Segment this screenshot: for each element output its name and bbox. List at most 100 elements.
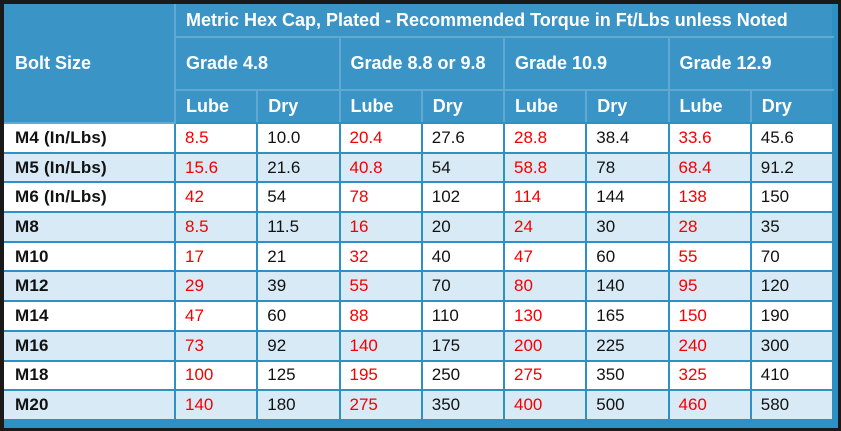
- table-row: M5 (In/Lbs) 15.6 21.6 40.8 54 58.8 78 68.4 91.2: [4, 151, 835, 184]
- table-row: M6 (In/Lbs) 42 54 78 102 114 144 138 150: [4, 181, 835, 214]
- lube-value-cell: 47: [173, 300, 259, 332]
- lube-value-cell: 200: [502, 329, 588, 362]
- table-row: M16 73 92 140 175 200 225 240 300: [4, 329, 835, 362]
- dry-value-cell: 39: [256, 270, 341, 303]
- table-row: M14 47 60 88 110 130 165 150 190: [4, 300, 835, 332]
- lube-value-cell: 275: [338, 389, 423, 421]
- lube-value-cell: 275: [502, 359, 588, 392]
- dry-value-cell: 300: [749, 329, 835, 362]
- table-row: M4 (In/Lbs) 8.5 10.0 20.4 27.6 28.8 38.4 33.6 45…: [4, 122, 835, 154]
- lube-value-cell: 16: [338, 211, 423, 243]
- lube-value-cell: 460: [667, 389, 752, 421]
- dry-value-cell: 70: [420, 270, 506, 303]
- torque-table-body: M4 (In/Lbs) 8.5 10.0 20.4 27.6 28.8 38.4 33.6 45…: [4, 122, 835, 421]
- bolt-size-cell: M20: [4, 389, 176, 421]
- lube-value-cell: 80: [502, 270, 588, 303]
- lube-value-cell: 130: [502, 300, 588, 332]
- grade-4-8-header: Grade 4.8: [175, 36, 341, 91]
- dry-value-cell: 150: [749, 181, 835, 214]
- lube-value-cell: 100: [173, 359, 259, 392]
- dry-value-cell: 144: [585, 181, 670, 214]
- dry-value-cell: 165: [585, 300, 670, 332]
- dry-value-cell: 54: [256, 181, 341, 214]
- lube-value-cell: 55: [338, 270, 423, 303]
- dry-value-cell: 78: [585, 151, 670, 184]
- dry-value-cell: 91.2: [749, 151, 835, 184]
- dry-value-cell: 180: [256, 389, 341, 421]
- lube-value-cell: 138: [667, 181, 752, 214]
- dry-value-cell: 120: [749, 270, 835, 303]
- dry-value-cell: 21.6: [256, 151, 341, 184]
- dry-header: Dry: [749, 89, 835, 124]
- dry-value-cell: 10.0: [256, 122, 341, 154]
- lube-value-cell: 325: [667, 359, 752, 392]
- dry-value-cell: 60: [585, 240, 670, 273]
- dry-header: Dry: [256, 89, 341, 124]
- lube-value-cell: 88: [338, 300, 423, 332]
- grade-header-row: Grade 4.8 Grade 8.8 or 9.8 Grade 10.9 Gr…: [4, 36, 834, 91]
- lube-value-cell: 33.6: [667, 122, 752, 154]
- bolt-size-cell: M14: [4, 300, 176, 332]
- dry-value-cell: 580: [749, 389, 835, 421]
- lube-header: Lube: [338, 89, 423, 124]
- lube-value-cell: 15.6: [173, 151, 259, 184]
- dry-value-cell: 175: [420, 329, 506, 362]
- bolt-size-header: Bolt Size: [4, 4, 176, 124]
- dry-value-cell: 11.5: [256, 211, 341, 243]
- dry-value-cell: 45.6: [749, 122, 835, 154]
- lube-value-cell: 28.8: [502, 122, 588, 154]
- lube-value-cell: 150: [667, 300, 752, 332]
- lube-value-cell: 55: [667, 240, 752, 273]
- dry-header: Dry: [585, 89, 670, 124]
- table-row: M12 29 39 55 70 80 140 95 120: [4, 270, 835, 303]
- title-row: Bolt Size Metric Hex Cap, Plated - Recom…: [4, 4, 834, 124]
- lube-value-cell: 114: [502, 181, 588, 214]
- lube-value-cell: 8.5: [173, 122, 259, 154]
- dry-value-cell: 500: [585, 389, 670, 421]
- lube-value-cell: 24: [502, 211, 588, 243]
- grade-10-9-header: Grade 10.9: [503, 36, 670, 91]
- dry-header: Dry: [420, 89, 506, 124]
- lube-value-cell: 32: [338, 240, 423, 273]
- lube-value-cell: 195: [338, 359, 423, 392]
- lube-header: Lube: [667, 89, 752, 124]
- dry-value-cell: 225: [585, 329, 670, 362]
- dry-value-cell: 40: [420, 240, 506, 273]
- dry-value-cell: 92: [256, 329, 341, 362]
- lube-value-cell: 42: [173, 181, 259, 214]
- bolt-size-cell: M4 (In/Lbs): [4, 122, 176, 154]
- lube-value-cell: 95: [667, 270, 752, 303]
- dry-value-cell: 21: [256, 240, 341, 273]
- dry-value-cell: 35: [749, 211, 835, 243]
- lube-value-cell: 73: [173, 329, 259, 362]
- dry-value-cell: 102: [420, 181, 506, 214]
- lube-value-cell: 47: [502, 240, 588, 273]
- table-row: M20 140 180 275 350 400 500 460 580: [4, 389, 835, 421]
- lube-dry-header-row: Lube Dry Lube Dry Lube Dry Lube Dry: [4, 89, 835, 124]
- dry-value-cell: 30: [585, 211, 670, 243]
- dry-value-cell: 250: [420, 359, 506, 392]
- lube-value-cell: 29: [173, 270, 259, 303]
- dry-value-cell: 20: [420, 211, 506, 243]
- table-title: Metric Hex Cap, Plated - Recommended Tor…: [174, 4, 834, 38]
- dry-value-cell: 60: [256, 300, 341, 332]
- dry-value-cell: 54: [420, 151, 506, 184]
- table-background: Bolt Size Metric Hex Cap, Plated - Recom…: [4, 4, 838, 428]
- grade-12-9-header: Grade 12.9: [667, 36, 834, 91]
- bolt-size-cell: M6 (In/Lbs): [4, 181, 176, 214]
- lube-value-cell: 8.5: [173, 211, 259, 243]
- table-row: M18 100 125 195 250 275 350 325 410: [4, 359, 835, 392]
- lube-value-cell: 400: [502, 389, 588, 421]
- dry-value-cell: 125: [256, 359, 341, 392]
- lube-value-cell: 240: [667, 329, 752, 362]
- dry-value-cell: 110: [420, 300, 506, 332]
- bolt-size-cell: M18: [4, 359, 176, 392]
- table-row: M10 17 21 32 40 47 60 55 70: [4, 240, 835, 273]
- lube-header: Lube: [502, 89, 588, 124]
- table-header: Bolt Size Metric Hex Cap, Plated - Recom…: [4, 4, 835, 124]
- bolt-size-cell: M8: [4, 211, 176, 243]
- lube-header: Lube: [175, 89, 259, 124]
- lube-value-cell: 68.4: [667, 151, 752, 184]
- dry-value-cell: 140: [585, 270, 670, 303]
